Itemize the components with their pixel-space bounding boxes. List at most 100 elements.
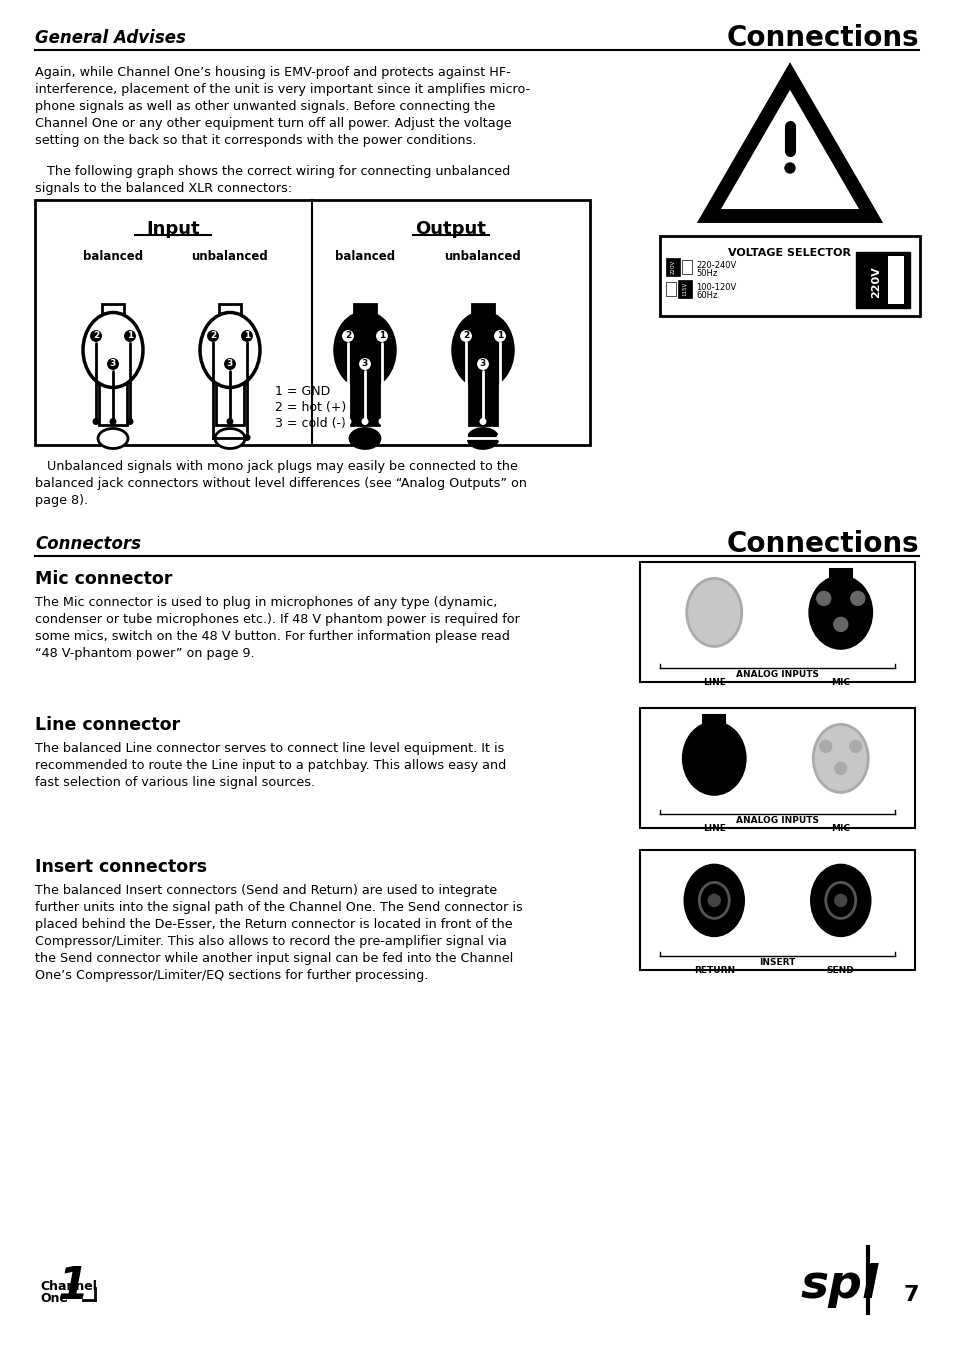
Text: some mics, switch on the 48 V button. For further information please read: some mics, switch on the 48 V button. Fo… xyxy=(35,630,509,643)
Text: Insert connectors: Insert connectors xyxy=(35,858,207,876)
Text: further units into the signal path of the Channel One. The Send connector is: further units into the signal path of th… xyxy=(35,901,522,915)
Circle shape xyxy=(784,163,794,173)
Text: 1 = GND: 1 = GND xyxy=(274,384,330,398)
Bar xyxy=(639,563,914,683)
Bar xyxy=(469,383,497,425)
Text: 1: 1 xyxy=(127,332,133,340)
Text: Channel One or any other equipment turn off all power. Adjust the voltage: Channel One or any other equipment turn … xyxy=(35,117,511,130)
Text: placed behind the De-Esser, the Return connector is located in front of the: placed behind the De-Esser, the Return c… xyxy=(35,919,512,931)
Text: Channel: Channel xyxy=(40,1280,97,1292)
Bar xyxy=(351,383,378,425)
Circle shape xyxy=(493,329,506,343)
Ellipse shape xyxy=(214,429,245,448)
Circle shape xyxy=(92,418,99,425)
Ellipse shape xyxy=(83,313,143,387)
Ellipse shape xyxy=(468,429,497,448)
Circle shape xyxy=(110,418,116,425)
Text: ANALOG INPUTS: ANALOG INPUTS xyxy=(735,816,818,826)
Circle shape xyxy=(123,329,137,343)
Text: 3: 3 xyxy=(110,359,116,368)
Text: General Advises: General Advises xyxy=(35,28,186,47)
Text: balanced: balanced xyxy=(83,250,143,263)
Text: condenser or tube microphones etc.). If 48 V phantom power is required for: condenser or tube microphones etc.). If … xyxy=(35,612,519,626)
Text: Unbalanced signals with mono jack plugs may easily be connected to the: Unbalanced signals with mono jack plugs … xyxy=(35,460,517,473)
Text: 7: 7 xyxy=(902,1286,918,1304)
Text: The Mic connector is used to plug in microphones of any type (dynamic,: The Mic connector is used to plug in mic… xyxy=(35,596,497,608)
Text: 60Hz: 60Hz xyxy=(696,291,717,299)
Circle shape xyxy=(206,329,220,343)
Bar xyxy=(681,260,691,274)
Text: MIC: MIC xyxy=(830,824,849,832)
Text: One: One xyxy=(40,1292,68,1304)
Bar xyxy=(639,708,914,828)
Text: 3: 3 xyxy=(227,359,233,368)
Text: spl: spl xyxy=(800,1263,879,1307)
Bar xyxy=(215,383,244,425)
Text: unbalanced: unbalanced xyxy=(192,250,268,263)
Ellipse shape xyxy=(200,313,260,387)
Text: 3: 3 xyxy=(361,359,368,368)
Text: LINE: LINE xyxy=(702,824,725,832)
Text: 220V: 220V xyxy=(670,260,675,274)
Text: The following graph shows the correct wiring for connecting unbalanced: The following graph shows the correct wi… xyxy=(35,165,510,178)
Bar xyxy=(99,383,127,425)
Text: balanced jack connectors without level differences (see “Analog Outputs” on: balanced jack connectors without level d… xyxy=(35,478,526,490)
Circle shape xyxy=(89,329,103,343)
Bar xyxy=(659,236,919,316)
Bar xyxy=(354,304,375,314)
Text: 100-120V: 100-120V xyxy=(696,283,736,291)
Circle shape xyxy=(243,434,251,441)
Text: Input: Input xyxy=(146,220,199,237)
Bar xyxy=(678,281,691,298)
Circle shape xyxy=(344,418,351,425)
Text: The balanced Insert connectors (Send and Return) are used to integrate: The balanced Insert connectors (Send and… xyxy=(35,884,497,897)
Text: 1: 1 xyxy=(244,332,250,340)
Circle shape xyxy=(707,894,720,907)
Text: Connections: Connections xyxy=(725,24,918,53)
Text: 220V: 220V xyxy=(870,266,880,298)
Text: Compressor/Limiter. This also allows to record the pre-amplifier signal via: Compressor/Limiter. This also allows to … xyxy=(35,935,506,948)
Text: Again, while Channel One’s housing is EMV-proof and protects against HF-: Again, while Channel One’s housing is EM… xyxy=(35,66,510,80)
Text: Connectors: Connectors xyxy=(35,536,141,553)
Circle shape xyxy=(361,418,368,425)
Text: 1: 1 xyxy=(497,332,502,340)
Circle shape xyxy=(834,894,846,907)
Text: ANALOG INPUTS: ANALOG INPUTS xyxy=(735,670,818,679)
Text: 2: 2 xyxy=(462,332,469,340)
Ellipse shape xyxy=(684,866,742,935)
Circle shape xyxy=(816,591,830,606)
Text: recommended to route the Line input to a patchbay. This allows easy and: recommended to route the Line input to a… xyxy=(35,759,506,772)
Ellipse shape xyxy=(812,724,867,792)
Bar xyxy=(665,258,679,277)
Ellipse shape xyxy=(809,576,871,649)
Bar xyxy=(102,304,124,314)
Circle shape xyxy=(479,418,486,425)
Bar xyxy=(665,282,676,295)
Text: 220-240V: 220-240V xyxy=(696,260,736,270)
Text: interference, placement of the unit is very important since it amplifies micro-: interference, placement of the unit is v… xyxy=(35,84,530,96)
Bar xyxy=(829,569,851,580)
Text: Mic connector: Mic connector xyxy=(35,571,172,588)
Text: 115V: 115V xyxy=(681,282,687,297)
Ellipse shape xyxy=(98,429,128,448)
Text: INSERT: INSERT xyxy=(759,958,795,967)
Circle shape xyxy=(458,329,473,343)
Bar xyxy=(855,252,909,308)
Text: Line connector: Line connector xyxy=(35,716,180,734)
Bar xyxy=(472,304,494,314)
Text: MIC: MIC xyxy=(830,679,849,687)
Text: Output: Output xyxy=(416,220,486,237)
Text: VOLTAGE SELECTOR: VOLTAGE SELECTOR xyxy=(728,248,851,258)
Bar xyxy=(887,256,903,304)
Ellipse shape xyxy=(335,313,395,387)
Circle shape xyxy=(357,357,372,371)
Text: 2: 2 xyxy=(345,332,351,340)
Circle shape xyxy=(127,418,133,425)
Text: 50Hz: 50Hz xyxy=(696,268,717,278)
Text: page 8).: page 8). xyxy=(35,494,88,507)
Bar xyxy=(639,850,914,970)
Ellipse shape xyxy=(811,866,869,935)
Text: signals to the balanced XLR connectors:: signals to the balanced XLR connectors: xyxy=(35,182,292,196)
Circle shape xyxy=(106,357,120,371)
Circle shape xyxy=(226,418,233,425)
